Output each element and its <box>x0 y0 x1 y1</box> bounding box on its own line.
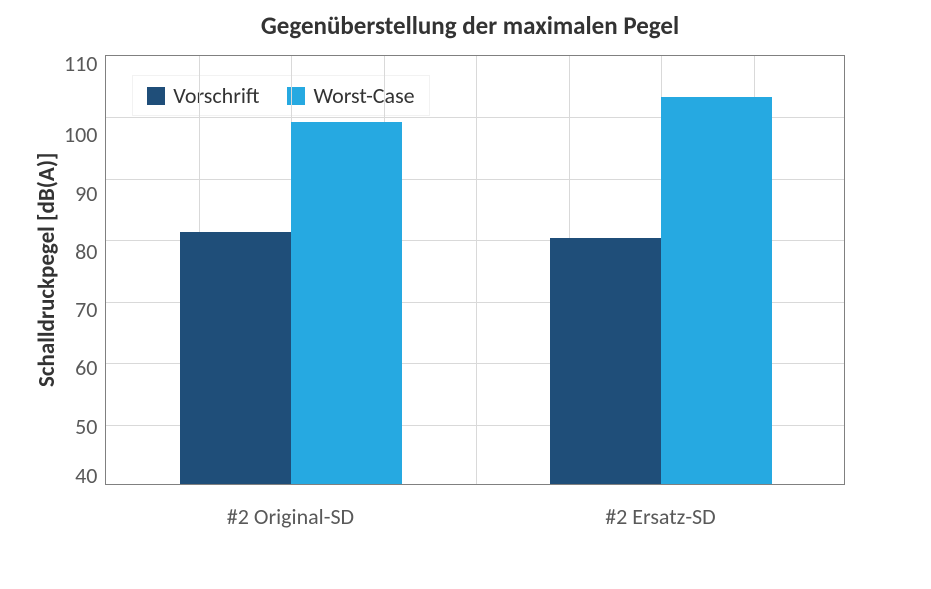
bar <box>291 122 402 484</box>
x-tick: #2 Original-SD <box>105 503 475 530</box>
y-tick: 70 <box>75 299 97 321</box>
gridline-v <box>476 56 477 484</box>
legend-item: Worst-Case <box>287 82 414 109</box>
plot-row: Schalldruckpegel [dB(A)] 110 100 90 80 70 60 5… <box>30 55 910 485</box>
y-axis-label: Schalldruckpegel [dB(A)] <box>30 55 64 485</box>
bar <box>661 97 772 484</box>
x-tick: #2 Ersatz-SD <box>475 503 845 530</box>
bar <box>180 232 291 484</box>
legend-swatch <box>287 87 305 105</box>
legend-label: Worst-Case <box>313 82 414 109</box>
plot-area: Vorschrift Worst-Case <box>105 55 845 485</box>
y-tick: 110 <box>64 53 97 75</box>
y-tick: 100 <box>64 124 97 146</box>
legend-swatch <box>147 87 165 105</box>
x-axis-ticks: #2 Original-SD#2 Ersatz-SD <box>105 503 845 530</box>
legend-item: Vorschrift <box>147 82 259 109</box>
y-tick: 90 <box>75 183 97 205</box>
y-axis-ticks: 110 100 90 80 70 60 50 40 <box>64 55 105 485</box>
y-tick: 50 <box>75 416 97 438</box>
chart-title: Gegenüberstellung der maximalen Pegel <box>30 10 910 41</box>
legend-label: Vorschrift <box>173 82 259 109</box>
bar <box>550 238 661 484</box>
y-tick: 60 <box>75 357 97 379</box>
legend: Vorschrift Worst-Case <box>132 75 429 116</box>
y-tick: 80 <box>75 241 97 263</box>
y-tick: 40 <box>75 465 97 487</box>
chart-container: Gegenüberstellung der maximalen Pegel Sc… <box>30 10 910 580</box>
